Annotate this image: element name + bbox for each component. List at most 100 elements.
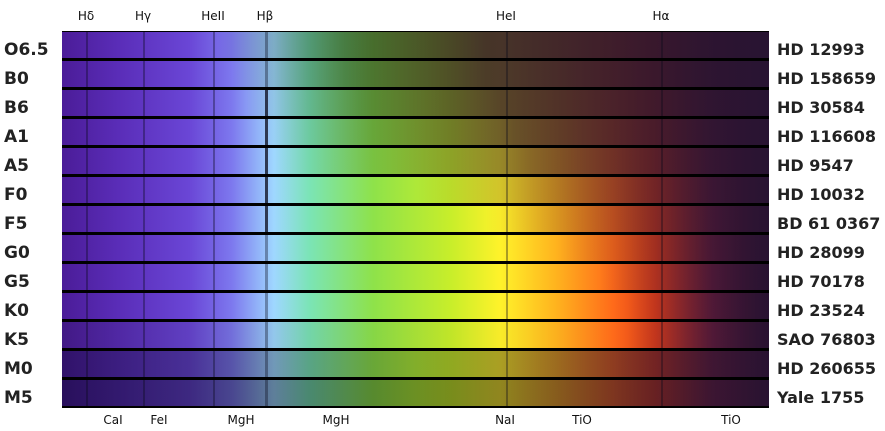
star-label: HD 10032 [777, 185, 865, 204]
absorption-line [265, 293, 268, 319]
absorption-line [265, 351, 268, 377]
band-label-na-i: NaI [495, 413, 515, 427]
spectrum-strip [62, 206, 769, 232]
strip-shade [62, 293, 769, 319]
strip-shade [62, 119, 769, 145]
spectrum-strip [62, 235, 769, 261]
spectrum-strip [62, 61, 769, 87]
absorption-line [661, 293, 663, 319]
spectrum-strip [62, 90, 769, 116]
absorption-line [143, 32, 145, 58]
star-label: HD 12993 [777, 40, 865, 59]
absorption-line [506, 119, 508, 145]
absorption-line [143, 264, 145, 290]
absorption-line [661, 177, 663, 203]
spectrum-strip [62, 322, 769, 348]
absorption-line [506, 351, 508, 377]
absorption-line [213, 264, 215, 290]
strip-shade [62, 351, 769, 377]
absorption-line [265, 177, 268, 203]
absorption-line [506, 264, 508, 290]
class-label: O6.5 [4, 40, 49, 60]
star-label: HD 30584 [777, 98, 865, 117]
absorption-line [213, 61, 215, 87]
absorption-line [506, 293, 508, 319]
absorption-line [661, 322, 663, 348]
absorption-line [506, 177, 508, 203]
absorption-line [86, 61, 88, 87]
absorption-line [213, 206, 215, 232]
absorption-line [661, 235, 663, 261]
absorption-line [506, 235, 508, 261]
star-label: HD 158659 [777, 69, 877, 88]
band-label-tio: TiO [572, 413, 592, 427]
class-label: G5 [4, 272, 30, 292]
spectrum-strip [62, 32, 769, 58]
absorption-line [661, 351, 663, 377]
spectrum-strip [62, 148, 769, 174]
absorption-line [86, 264, 88, 290]
absorption-line [86, 206, 88, 232]
absorption-line [506, 148, 508, 174]
absorption-line [213, 351, 215, 377]
band-label-tio: TiO [721, 413, 741, 427]
strip-shade [62, 148, 769, 174]
absorption-line [86, 32, 88, 58]
absorption-line [265, 235, 268, 261]
class-label: M5 [4, 388, 33, 408]
absorption-line [86, 380, 88, 406]
absorption-line [143, 351, 145, 377]
absorption-line [143, 235, 145, 261]
band-label-mgh: MgH [322, 413, 350, 427]
class-label: B0 [4, 69, 29, 89]
absorption-line [213, 148, 215, 174]
star-label: HD 70178 [777, 272, 865, 291]
absorption-line [143, 293, 145, 319]
absorption-line [661, 61, 663, 87]
absorption-line [661, 32, 663, 58]
class-label: A5 [4, 156, 29, 176]
absorption-line [265, 32, 268, 58]
spectrum-strip [62, 264, 769, 290]
absorption-line [265, 264, 268, 290]
class-label: F5 [4, 214, 28, 234]
absorption-line [506, 61, 508, 87]
absorption-line [506, 380, 508, 406]
strip-shade [62, 32, 769, 58]
absorption-line [506, 322, 508, 348]
star-label: HD 9547 [777, 156, 854, 175]
absorption-line [213, 322, 215, 348]
strip-shade [62, 322, 769, 348]
absorption-line [86, 351, 88, 377]
absorption-line [265, 148, 268, 174]
absorption-line [143, 90, 145, 116]
star-label: HD 260655 [777, 359, 877, 378]
absorption-line [265, 61, 268, 87]
line-label-h-delta: Hδ [77, 9, 95, 23]
strip-shade [62, 235, 769, 261]
absorption-line [506, 206, 508, 232]
absorption-line [143, 177, 145, 203]
absorption-line [86, 177, 88, 203]
absorption-line [143, 380, 145, 406]
strip-shade [62, 380, 769, 406]
absorption-line [265, 90, 268, 116]
absorption-line [213, 177, 215, 203]
star-label: SAO 76803 [777, 330, 876, 349]
class-label: G0 [4, 243, 30, 263]
absorption-line [143, 206, 145, 232]
spectrum-strip [62, 380, 769, 406]
absorption-line [661, 90, 663, 116]
absorption-line [86, 235, 88, 261]
absorption-line [661, 380, 663, 406]
absorption-line [213, 235, 215, 261]
class-label: M0 [4, 359, 33, 379]
absorption-line [143, 322, 145, 348]
absorption-line [143, 61, 145, 87]
spectra-panel [62, 31, 769, 408]
absorption-line [86, 148, 88, 174]
band-label-ca-i: CaI [103, 413, 123, 427]
absorption-line [213, 32, 215, 58]
absorption-line [661, 206, 663, 232]
star-label: Yale 1755 [777, 388, 865, 407]
